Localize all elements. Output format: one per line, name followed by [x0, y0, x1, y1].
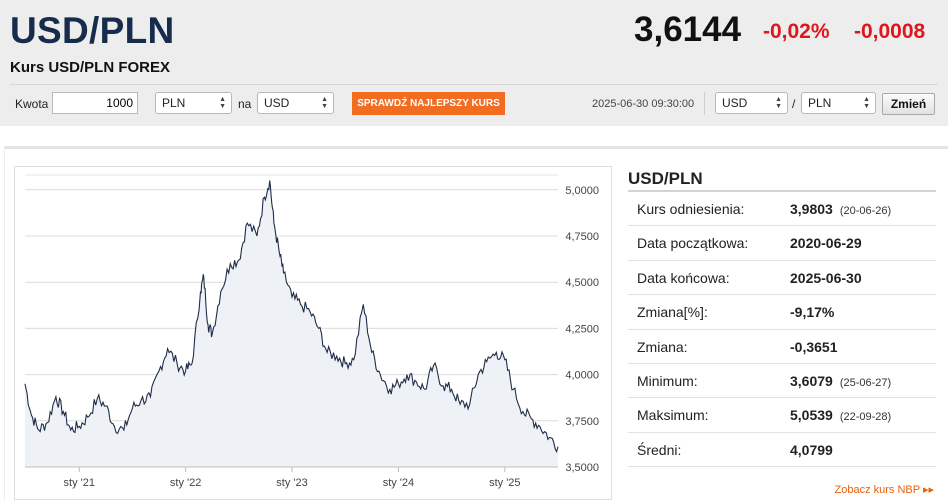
stat-value: 3,6079 (25-06-27) [790, 364, 891, 400]
select-arrows-icon: ▲ ▼ [775, 96, 782, 110]
to-currency-select[interactable]: USD ▲ ▼ [257, 92, 334, 114]
y-tick-label: 4,5000 [565, 277, 599, 289]
amount-input[interactable] [52, 92, 138, 114]
stat-date: (25-06-27) [839, 376, 892, 389]
pair-base-select[interactable]: USD ▲ ▼ [715, 92, 788, 114]
stat-label: Kurs odniesienia: [637, 201, 745, 217]
quote-datetime: 2025-06-30 09:30:00 [592, 98, 695, 110]
stat-label: Zmiana: [637, 338, 688, 355]
x-tick-label: sty '22 [170, 477, 201, 489]
from-currency-value: PLN [162, 96, 186, 110]
stat-row: Zmiana: -0,3651 [628, 330, 936, 364]
x-tick-label: sty '24 [383, 477, 414, 489]
price-chart[interactable]: 5,0000 4,7500 4,5000 4,2500 4,0000 3,7500 3,50… [15, 167, 613, 500]
stat-value-number: 2020-06-29 [790, 235, 862, 252]
current-rate: 3,6144 [634, 10, 742, 49]
price-area [25, 180, 558, 467]
change-absolute: -0,0008 [854, 20, 926, 43]
stat-row: Data końcowa: 2025-06-30 [628, 261, 936, 296]
chart-container: 5,0000 4,7500 4,5000 4,2500 4,0000 3,7500 3,50… [14, 166, 612, 500]
stat-value-number: 3,9803 [790, 201, 833, 217]
stats-panel: USD/PLN Kurs odniesienia: 3,9803 (20-06-26… [628, 160, 936, 468]
stat-value-number: 5,0539 [790, 407, 833, 424]
from-currency-select[interactable]: PLN ▲ ▼ [155, 92, 232, 114]
page-subtitle: Kurs USD/PLN FOREX [10, 59, 171, 76]
stat-value-number: 4,0799 [790, 441, 833, 458]
toolbar-divider [704, 92, 705, 115]
stat-date: (20-06-26) [839, 205, 892, 217]
pair-base-value: USD [722, 96, 748, 110]
amount-label: Kwota [15, 97, 49, 111]
stat-date: (22-09-28) [839, 411, 892, 424]
stat-value: -9,17% [790, 295, 834, 329]
stat-label: Minimum: [637, 372, 698, 389]
stat-value: 2025-06-30 [790, 261, 862, 295]
x-tick-label: sty '23 [276, 477, 307, 489]
stat-value: 2020-06-29 [790, 226, 862, 260]
x-tick-label: sty '21 [64, 477, 95, 489]
price-line [24, 180, 559, 454]
stat-row: Minimum: 3,6079 (25-06-27) [628, 364, 936, 400]
y-tick-label: 4,7500 [565, 231, 599, 243]
stat-value: 3,9803 (20-06-26) [790, 192, 891, 228]
stat-row: Średni: 4,0799 [628, 433, 936, 468]
select-arrows-icon: ▲ ▼ [321, 96, 328, 110]
pair-quote-value: PLN [808, 96, 832, 110]
change-pair-button[interactable]: Zmień [882, 93, 935, 115]
stat-label: Data początkowa: [637, 235, 749, 252]
y-tick-label: 4,0000 [565, 370, 599, 382]
stat-row: Data początkowa: 2020-06-29 [628, 226, 936, 261]
to-currency-value: USD [264, 96, 290, 110]
stat-label: Zmiana[%]: [637, 304, 708, 321]
pair-slash: / [792, 97, 796, 111]
nbp-rate-link[interactable]: Zobacz kurs NBP ▸▸ [834, 484, 934, 496]
stats-title: USD/PLN [628, 160, 936, 192]
stat-row: Kurs odniesienia: 3,9803 (20-06-26) [628, 192, 936, 228]
stats-table: Kurs odniesienia: 3,9803 (20-06-26) Data po… [628, 192, 936, 468]
stat-value-number: -9,17% [790, 304, 835, 321]
stat-label: Średni: [637, 441, 682, 458]
to-label: na [238, 97, 252, 111]
pair-quote-select[interactable]: PLN ▲ ▼ [801, 92, 876, 114]
select-arrows-icon: ▲ ▼ [863, 96, 870, 110]
select-arrows-icon: ▲ ▼ [219, 96, 226, 110]
page-title: USD/PLN [10, 10, 175, 51]
main-panel [4, 146, 948, 500]
change-percent: -0,02% [763, 20, 830, 43]
stat-value-number: 2025-06-30 [790, 269, 862, 286]
x-tick-label: sty '25 [489, 477, 520, 489]
stat-row: Maksimum: 5,0539 (22-09-28) [628, 398, 936, 434]
stat-label: Maksimum: [637, 407, 709, 424]
y-tick-label: 3,5000 [565, 462, 599, 474]
stat-value: 4,0799 [790, 433, 833, 467]
stat-value: 5,0539 (22-09-28) [790, 398, 891, 434]
stat-row: Zmiana[%]: -9,17% [628, 295, 936, 330]
y-tick-label: 3,7500 [565, 416, 599, 428]
y-tick-label: 5,0000 [565, 185, 599, 197]
header-bar: USD/PLN Kurs USD/PLN FOREX 3,6144 -0,02%… [0, 0, 948, 126]
stat-value: -0,3651 [790, 330, 837, 364]
best-rate-button[interactable]: SPRAWDŹ NAJLEPSZY KURS [352, 92, 505, 115]
stat-value-number: 3,6079 [790, 372, 833, 389]
stat-label: Data końcowa: [637, 269, 730, 286]
header-divider [10, 84, 938, 85]
stat-value-number: -0,3651 [790, 338, 838, 355]
y-tick-label: 4,2500 [565, 323, 599, 335]
